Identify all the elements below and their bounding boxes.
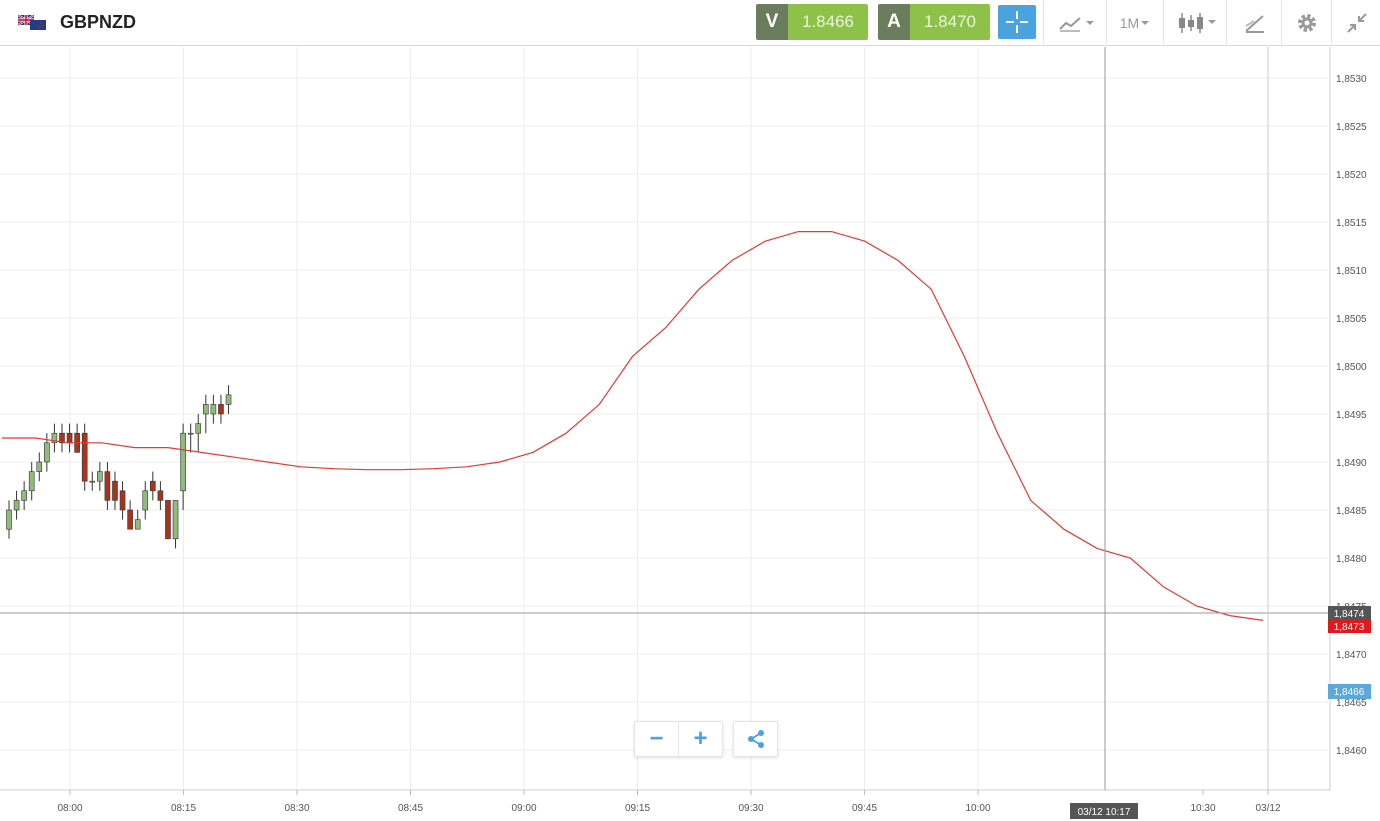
x-tick-label: 09:45 bbox=[852, 803, 877, 814]
last-price-tag: 1,8466 bbox=[1328, 684, 1371, 699]
instrument-symbol: GBPNZD bbox=[60, 12, 136, 32]
candle-body bbox=[134, 519, 141, 530]
candle-body bbox=[13, 500, 20, 511]
y-tick-label: 1,8495 bbox=[1336, 410, 1367, 421]
candle-body bbox=[203, 404, 209, 415]
x-tick-label: 08:00 bbox=[57, 803, 82, 814]
candle-body bbox=[165, 500, 171, 540]
x-tick-label: 09:15 bbox=[625, 803, 650, 814]
share-icon bbox=[747, 730, 764, 748]
candle-body bbox=[150, 480, 156, 492]
y-tick-label: 1,8465 bbox=[1336, 698, 1367, 709]
chart-type-icon bbox=[1058, 17, 1094, 32]
candle-body bbox=[97, 471, 103, 482]
y-tick-label: 1,8515 bbox=[1336, 218, 1367, 229]
chart-type-button[interactable] bbox=[1043, 0, 1107, 46]
drawing-tools-button[interactable] bbox=[1226, 0, 1282, 46]
y-tick-label: 1,8485 bbox=[1336, 506, 1367, 517]
candle-body bbox=[187, 432, 194, 435]
y-tick-label: 1,8525 bbox=[1336, 122, 1367, 133]
candlestick-series bbox=[6, 385, 232, 549]
buy-quote-button[interactable]: A 1.8470 bbox=[878, 4, 990, 40]
x-tick-label: 09:00 bbox=[511, 803, 536, 814]
x-tick-label: 08:15 bbox=[171, 803, 196, 814]
svg-text:1,8466: 1,8466 bbox=[1334, 687, 1365, 698]
crosshair-icon bbox=[1006, 11, 1028, 33]
candle-style-button[interactable] bbox=[1163, 0, 1227, 46]
candle-body bbox=[225, 394, 232, 405]
timeframe-label: 1M bbox=[1119, 15, 1140, 31]
y-tick-label: 1,8490 bbox=[1336, 458, 1367, 469]
crosshair-price-tag: 1,8474 bbox=[1328, 606, 1371, 621]
crosshair-button[interactable] bbox=[998, 5, 1036, 39]
candle-body bbox=[127, 509, 133, 530]
chart-grid bbox=[0, 47, 1328, 795]
zoom-out-button[interactable]: − bbox=[649, 725, 664, 752]
svg-text:03/12 10:17: 03/12 10:17 bbox=[1078, 807, 1131, 818]
candle-body bbox=[89, 480, 96, 483]
buy-letter: A bbox=[878, 4, 910, 40]
sell-letter: V bbox=[756, 4, 788, 40]
candle-body bbox=[44, 442, 50, 463]
gear-icon bbox=[1298, 14, 1316, 32]
x-tick-label: 08:30 bbox=[284, 803, 309, 814]
y-tick-label: 1,8505 bbox=[1336, 314, 1367, 325]
candle-body bbox=[210, 404, 217, 415]
price-chart[interactable]: 1,84601,84651,84701,84751,84801,84851,84… bbox=[0, 47, 1380, 821]
candle-body bbox=[104, 471, 111, 501]
candle-body bbox=[218, 404, 224, 415]
x-tick-label: 10:00 bbox=[965, 803, 990, 814]
y-tick-label: 1,8510 bbox=[1336, 266, 1367, 277]
sell-quote-button[interactable]: V 1.8466 bbox=[756, 4, 868, 40]
y-tick-label: 1,8500 bbox=[1336, 362, 1367, 373]
x-tick-label: 08:45 bbox=[398, 803, 423, 814]
y-tick-label: 1,8460 bbox=[1336, 746, 1367, 757]
candlestick-icon bbox=[1178, 13, 1216, 33]
candle-body bbox=[28, 471, 35, 492]
settings-button[interactable] bbox=[1281, 0, 1332, 46]
gb-nz-flag-icon bbox=[18, 15, 46, 30]
candle-body bbox=[112, 480, 118, 501]
price-axis-labels: 1,84601,84651,84701,84751,84801,84851,84… bbox=[1336, 74, 1367, 757]
time-axis-labels: 08:00 08:15 08:30 08:45 09:00 09:15 09:30 09:45… bbox=[57, 803, 1280, 814]
zoom-controls: − + bbox=[634, 721, 723, 757]
collapse-icon bbox=[1346, 13, 1367, 33]
candle-body bbox=[6, 509, 12, 530]
y-tick-label: 1,8480 bbox=[1336, 554, 1367, 565]
candle-body bbox=[172, 500, 179, 540]
candle-body bbox=[195, 423, 202, 434]
x-tick-label: 03/12 bbox=[1255, 803, 1280, 814]
candle-body bbox=[21, 490, 27, 501]
collapse-button[interactable] bbox=[1331, 0, 1380, 46]
candle-body bbox=[59, 432, 65, 444]
svg-text:1,8473: 1,8473 bbox=[1334, 622, 1365, 633]
svg-text:1,8474: 1,8474 bbox=[1334, 609, 1365, 620]
moving-average-line bbox=[2, 231, 1264, 621]
x-tick-label: 10:30 bbox=[1190, 803, 1215, 814]
candle-body bbox=[157, 490, 164, 501]
x-tick-label: 09:30 bbox=[738, 803, 763, 814]
buy-price: 1.8470 bbox=[910, 4, 990, 40]
candle-body bbox=[81, 432, 88, 482]
candle-body bbox=[51, 432, 58, 444]
ma-price-tag: 1,8473 bbox=[1328, 620, 1371, 633]
sell-price: 1.8466 bbox=[788, 4, 868, 40]
zoom-in-button[interactable]: + bbox=[678, 722, 722, 756]
crosshair-time-tag: 03/12 10:17 bbox=[1070, 803, 1138, 819]
candle-body bbox=[36, 461, 43, 472]
top-toolbar: GBPNZD V 1.8466 A 1.8470 1M bbox=[0, 0, 1380, 46]
candle-body bbox=[119, 490, 126, 511]
share-button[interactable] bbox=[733, 721, 778, 757]
candle-body bbox=[180, 432, 186, 492]
chevron-down-icon bbox=[1141, 21, 1150, 25]
y-tick-label: 1,8530 bbox=[1336, 74, 1367, 85]
y-tick-label: 1,8520 bbox=[1336, 170, 1367, 181]
drawing-tools-icon bbox=[1244, 15, 1264, 33]
candle-body bbox=[66, 432, 73, 444]
timeframe-dropdown[interactable]: 1M bbox=[1106, 0, 1164, 46]
y-tick-label: 1,8470 bbox=[1336, 650, 1367, 661]
candle-body bbox=[142, 490, 149, 511]
